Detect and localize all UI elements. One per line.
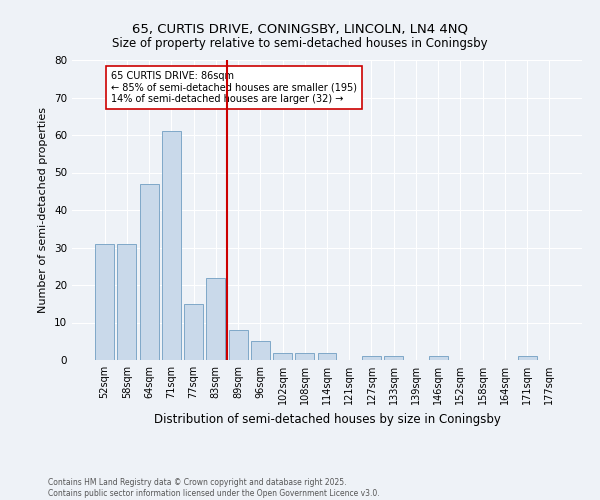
- Bar: [251, 341, 270, 360]
- Bar: [518, 356, 536, 360]
- Text: Contains HM Land Registry data © Crown copyright and database right 2025.
Contai: Contains HM Land Registry data © Crown c…: [48, 478, 380, 498]
- Bar: [362, 356, 381, 360]
- Bar: [95, 244, 114, 360]
- X-axis label: Distribution of semi-detached houses by size in Coningsby: Distribution of semi-detached houses by …: [154, 412, 500, 426]
- Bar: [140, 184, 158, 360]
- Bar: [273, 352, 292, 360]
- Bar: [429, 356, 448, 360]
- Bar: [118, 244, 136, 360]
- Text: 65, CURTIS DRIVE, CONINGSBY, LINCOLN, LN4 4NQ: 65, CURTIS DRIVE, CONINGSBY, LINCOLN, LN…: [132, 22, 468, 36]
- Bar: [295, 352, 314, 360]
- Bar: [206, 278, 225, 360]
- Bar: [384, 356, 403, 360]
- Text: Size of property relative to semi-detached houses in Coningsby: Size of property relative to semi-detach…: [112, 38, 488, 51]
- Bar: [229, 330, 248, 360]
- Text: 65 CURTIS DRIVE: 86sqm
← 85% of semi-detached houses are smaller (195)
14% of se: 65 CURTIS DRIVE: 86sqm ← 85% of semi-det…: [112, 71, 358, 104]
- Y-axis label: Number of semi-detached properties: Number of semi-detached properties: [38, 107, 49, 313]
- Bar: [317, 352, 337, 360]
- Bar: [162, 131, 181, 360]
- Bar: [184, 304, 203, 360]
